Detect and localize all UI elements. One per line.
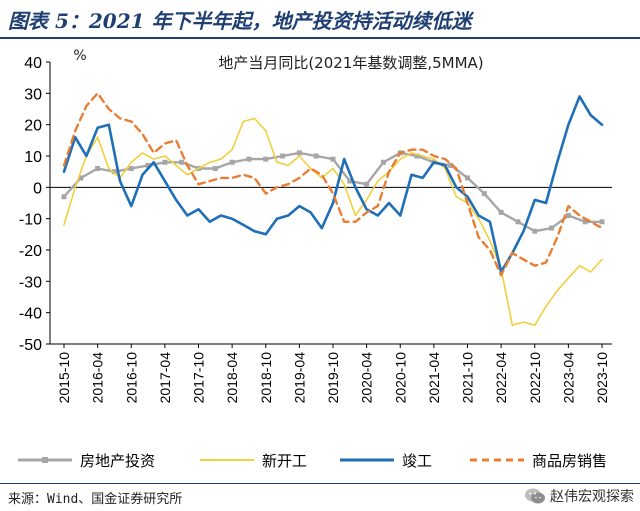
legend-label-completions: 竣工 [402,452,432,470]
header: 图表 5：2021 年下半年起，地产投资持活动续低迷 [0,0,640,39]
legend-marker-investment [42,457,48,463]
x-tick-label: 2022-10 [527,352,543,404]
chart-area: 地产当月同比(2021年基数调整,5MMA)% 40 30 20 10 0 -10 -20 -3… [0,40,640,480]
series-line-completions [62,95,604,274]
data-point-investment [599,219,605,225]
watermark-text: 赵伟宏观探索 [550,489,634,505]
y-tick-label: 0 [33,180,42,197]
data-point-investment [61,194,67,200]
x-tick-label: 2016-10 [123,352,139,404]
y-tick-label: 30 [24,86,42,103]
watermark: 赵伟宏观探索 [524,486,634,506]
series-line-sales [62,92,604,277]
footer-rule [0,483,640,484]
line-chart: 地产当月同比(2021年基数调整,5MMA)% 40 30 20 10 0 -10 -20 -3… [18,48,612,470]
source-note: 来源：Wind、国金证券研究所 [8,492,183,507]
y-tick-label: 40 [24,55,42,72]
figure-title: 图表 5：2021 年下半年起，地产投资持活动续低迷 [8,9,472,33]
y-tick-label: -40 [19,306,42,323]
data-point-investment [162,159,168,165]
header-rule [0,37,640,39]
data-point-investment [296,150,302,156]
series-line-new_starts [63,117,603,327]
y-tick-label: 20 [24,118,42,135]
data-point-investment [364,181,370,187]
x-tick-label: 2018-04 [224,352,240,404]
data-point-investment [128,166,134,172]
data-point-investment [481,191,487,197]
x-tick-label: 2023-10 [594,352,610,404]
data-point-investment [145,162,151,168]
x-tick-label: 2017-10 [191,352,207,404]
x-tick-label: 2020-04 [359,352,375,404]
data-point-investment [465,175,470,181]
data-point-investment [498,209,504,215]
legend-label-sales: 商品房销售 [532,452,607,470]
x-tick-label: 2019-10 [325,352,341,404]
x-tick-label: 2018-10 [258,352,274,404]
y-tick-label: -30 [19,274,42,291]
x-tick-label: 2016-04 [90,352,106,404]
x-tick-label: 2022-04 [493,352,509,404]
data-point-investment [582,219,588,225]
data-point-investment [229,159,235,165]
data-point-investment [246,156,252,162]
y-axis-unit: % [73,48,86,64]
data-point-investment [95,166,101,172]
data-point-investment [380,159,386,165]
data-point-investment [549,225,555,231]
wechat-icon [525,488,545,504]
data-point-investment [313,153,319,159]
data-point-investment [179,159,185,165]
x-tick-label: 2021-10 [460,352,476,404]
data-point-investment [263,156,269,162]
data-point-investment [78,175,84,181]
y-tick-label: 10 [24,149,42,166]
x-tick-label: 2023-04 [560,352,576,404]
data-point-investment [532,228,538,234]
y-tick-label: -50 [19,337,42,354]
data-point-investment [280,153,286,159]
x-tick-label: 2021-04 [426,352,442,404]
y-tick-label: -10 [19,212,42,229]
data-point-investment [330,156,336,162]
x-tick-label: 2015-10 [56,352,72,404]
data-point-investment [347,178,353,184]
y-tick-label: -20 [19,243,42,260]
x-tick-label: 2019-04 [291,352,307,404]
x-tick-label: 2017-04 [157,352,173,404]
legend-label-investment: 房地产投资 [80,452,155,470]
data-point-investment [448,162,454,168]
data-point-investment [212,166,218,172]
x-tick-label: 2020-10 [392,352,408,404]
legend-label-new_starts: 新开工 [262,452,307,470]
data-point-investment [111,169,117,175]
chart-title: 地产当月同比(2021年基数调整,5MMA) [218,54,483,72]
data-point-investment [565,213,571,219]
data-point-investment [515,219,521,225]
data-point-investment [414,153,420,159]
